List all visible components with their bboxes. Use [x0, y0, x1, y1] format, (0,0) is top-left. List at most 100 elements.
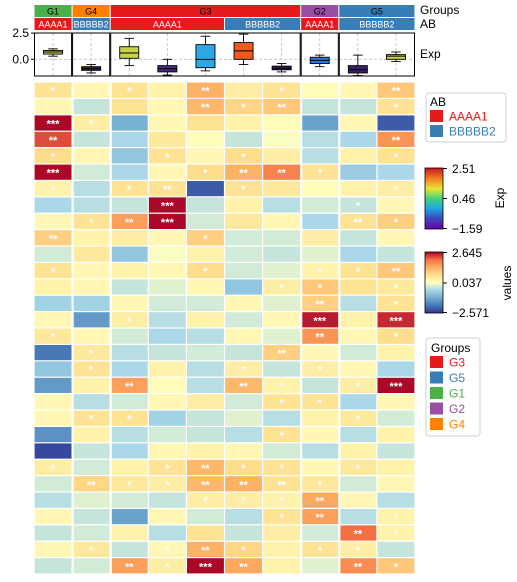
- heatmap-cell: [111, 492, 148, 508]
- heatmap-star-label: **: [163, 184, 172, 196]
- heatmap-star-label: *: [394, 184, 399, 196]
- heatmap-cell: [111, 181, 148, 197]
- heatmap-cell: [302, 115, 339, 131]
- heatmap-cell: [302, 361, 339, 377]
- heatmap-cell: [263, 459, 301, 475]
- heatmap-cell: [111, 197, 148, 213]
- heatmap-cell: [263, 476, 301, 492]
- heatmap-cell: [302, 541, 339, 557]
- heatmap-star-label: **: [239, 168, 248, 180]
- heatmap-cell: [111, 443, 148, 459]
- heatmap-cell: [187, 181, 224, 197]
- heatmap-star-label: **: [315, 299, 324, 311]
- heatmap-cell: [263, 82, 301, 98]
- heatmap-star-label: *: [51, 151, 56, 163]
- heatmap-cell: [148, 82, 186, 98]
- heatmap-cell: [34, 115, 72, 131]
- heatmap-cell: [187, 394, 224, 410]
- heatmap-cell: [34, 476, 72, 492]
- heatmap-cell: [187, 295, 224, 311]
- colorbar-values: 2.645 0.037 −2.571 values: [424, 246, 514, 320]
- heatmap-star-label: ***: [47, 119, 61, 131]
- heatmap-star-label: *: [165, 151, 170, 163]
- boxplot-box-9: [385, 54, 406, 60]
- boxplot-box-2: [119, 46, 140, 59]
- heatmap-star-label: *: [394, 512, 399, 524]
- heatmap-cell: [263, 164, 301, 180]
- legend-ab-title: AB: [430, 95, 446, 109]
- heatmap-cell: [111, 361, 148, 377]
- heatmap-cell: [148, 213, 186, 229]
- heatmap-star-label: *: [203, 168, 208, 180]
- heatmap-cell: [377, 295, 415, 311]
- heatmap-star-label: **: [392, 135, 401, 147]
- heatmap-cell: [302, 148, 339, 164]
- heatmap-cell: [73, 99, 110, 115]
- heatmap-cell: [225, 443, 262, 459]
- heatmap-star-label: **: [125, 217, 134, 229]
- heatmap-star-label: *: [203, 266, 208, 278]
- heatmap-cell: [377, 82, 415, 98]
- colorbar-exp-min: −1.59: [452, 222, 483, 236]
- heatmap-cell: [187, 525, 224, 541]
- heatmap-cell: [340, 181, 377, 197]
- heatmap-cell: [73, 541, 110, 557]
- heatmap-cell: [340, 312, 377, 328]
- heatmap-cell: [34, 230, 72, 246]
- heatmap-cell: [377, 148, 415, 164]
- heatmap-cell: [302, 509, 339, 525]
- heatmap-cell: [225, 82, 262, 98]
- heatmap-star-label: *: [51, 332, 56, 344]
- heatmap-star-label: *: [165, 545, 170, 557]
- heatmap-cell: [225, 164, 262, 180]
- heatmap-cell: [263, 295, 301, 311]
- heatmap-cell: [111, 459, 148, 475]
- heatmap-cell: [111, 148, 148, 164]
- heatmap-cell: [34, 492, 72, 508]
- heatmap-star-label: **: [354, 529, 363, 541]
- heatmap-star-label: *: [127, 86, 132, 98]
- heatmap-cell: [111, 476, 148, 492]
- heatmap-cell: [73, 82, 110, 98]
- heatmap-cell: [187, 115, 224, 131]
- heatmap-cell: [263, 181, 301, 197]
- heatmap-cell: [302, 328, 339, 344]
- heatmap-star-label: *: [356, 201, 361, 213]
- heatmap-cell: [148, 492, 186, 508]
- heatmap-star-label: *: [165, 479, 170, 491]
- heatmap-star-label: *: [203, 233, 208, 245]
- heatmap-cell: [148, 197, 186, 213]
- heatmap-star-label: *: [356, 545, 361, 557]
- legend-groups-label-3: G2: [449, 402, 465, 416]
- heatmap-cell: [377, 509, 415, 525]
- heatmap-cell: [340, 115, 377, 131]
- heatmap-star-label: *: [394, 151, 399, 163]
- heatmap-cell: [34, 263, 72, 279]
- heatmap-cell: [225, 312, 262, 328]
- heatmap-star-label: **: [87, 479, 96, 491]
- group-block-label-4: G5: [371, 7, 383, 17]
- heatmap-cell: [34, 345, 72, 361]
- heatmap-cell: [225, 328, 262, 344]
- heatmap-star-label: *: [280, 463, 285, 475]
- colorbar-values-min: −2.571: [452, 306, 489, 320]
- heatmap-cell: [377, 230, 415, 246]
- heatmap-star-label: **: [201, 463, 210, 475]
- heatmap-cell: [187, 164, 224, 180]
- heatmap-cell: [225, 361, 262, 377]
- heatmap-cell: [263, 427, 301, 443]
- heatmap-cell: [340, 394, 377, 410]
- heatmap-cell: [377, 394, 415, 410]
- colorbar-exp: 2.51 0.46 −1.59 Exp: [424, 162, 507, 236]
- heatmap-cell: [302, 99, 339, 115]
- heatmap-cell: [302, 394, 339, 410]
- heatmap-star-label: **: [201, 479, 210, 491]
- heatmap-cell: [302, 230, 339, 246]
- heatmap-cell: [148, 115, 186, 131]
- ab-block-label-4: AAAA1: [305, 20, 334, 30]
- heatmap-star-label: *: [127, 184, 132, 196]
- heatmap-cell: [225, 230, 262, 246]
- heatmap-cell: [73, 558, 110, 574]
- boxplot-ytick-label-1: 0.0: [12, 52, 29, 66]
- heatmap-cell: [377, 263, 415, 279]
